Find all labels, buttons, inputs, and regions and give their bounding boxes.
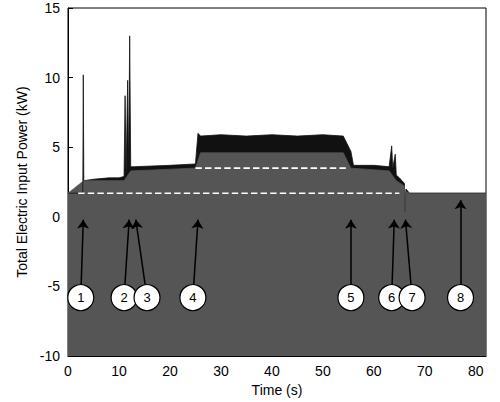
svg-text:10: 10 <box>44 70 60 86</box>
svg-text:70: 70 <box>417 363 433 379</box>
svg-text:Total Electric Input Power (kW: Total Electric Input Power (kW) <box>14 86 30 277</box>
svg-text:4: 4 <box>189 290 196 305</box>
svg-text:15: 15 <box>44 0 60 16</box>
svg-text:40: 40 <box>264 363 280 379</box>
svg-text:3: 3 <box>143 290 150 305</box>
svg-text:8: 8 <box>457 290 464 305</box>
svg-text:5: 5 <box>52 139 60 155</box>
svg-text:30: 30 <box>213 363 229 379</box>
svg-text:-5: -5 <box>48 278 61 294</box>
svg-text:7: 7 <box>408 290 415 305</box>
svg-text:50: 50 <box>315 363 331 379</box>
svg-text:5: 5 <box>347 290 354 305</box>
svg-text:80: 80 <box>468 363 484 379</box>
svg-text:0: 0 <box>52 209 60 225</box>
svg-text:6: 6 <box>388 290 395 305</box>
svg-text:10: 10 <box>111 363 127 379</box>
svg-text:2: 2 <box>120 290 127 305</box>
svg-text:Time (s): Time (s) <box>252 382 303 398</box>
svg-text:-10: -10 <box>40 348 60 364</box>
svg-text:1: 1 <box>77 290 84 305</box>
svg-text:60: 60 <box>366 363 382 379</box>
svg-text:20: 20 <box>162 363 178 379</box>
svg-text:0: 0 <box>64 363 72 379</box>
